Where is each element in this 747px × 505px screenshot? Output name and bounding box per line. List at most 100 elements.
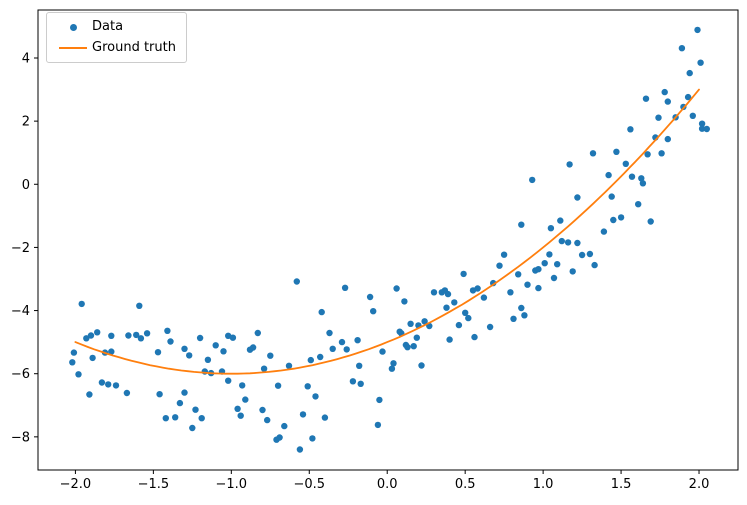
scatter-point [69,359,76,366]
scatter-point [388,365,396,372]
scatter-point [318,308,325,316]
scatter-point [379,348,386,355]
scatter-point [698,125,706,132]
scatter-point [276,434,283,441]
axes-frame [37,9,739,471]
x-tick-label: 0.5 [455,477,476,492]
scatter-point [86,391,93,398]
scatter-point [550,274,558,282]
scatter-point [430,289,438,296]
scatter-point [239,382,246,389]
scatter-point [480,294,488,301]
scatter-point [196,334,204,342]
scatter-point [661,88,668,96]
scatter-point [404,344,411,351]
x-tick-label: −0.5 [293,477,325,492]
data-marker-icon [69,23,77,31]
scatter-point [164,327,171,334]
y-tick-label: 4 [22,51,30,66]
scatter-point [285,362,293,369]
scatter-point [108,348,115,355]
scatter-point [299,411,307,418]
scatter-point [281,422,288,430]
scatter-point [341,284,349,291]
scatter-point [557,217,564,224]
scatter-point [259,406,266,414]
x-tick-label: −2.0 [60,477,92,492]
y-tick-label: −6 [11,367,30,382]
scatter-point [608,193,615,200]
scatter-point [304,383,311,390]
scatter-point [366,293,374,301]
scatter-point [418,362,425,369]
scatter-point [374,421,382,429]
scatter-point [554,261,561,268]
scatter-point [658,150,665,157]
scatter-point [172,414,179,421]
scatter-point [678,45,686,52]
scatter-point [108,332,115,339]
scatter-point [569,268,576,275]
scatter-point [254,329,261,337]
scatter-point [156,391,163,398]
scatter-point [220,348,227,355]
scatter-point [694,26,701,34]
scatter-point [309,435,316,442]
scatter-point [451,299,458,306]
scatter-point [343,346,350,353]
scatter-point [507,289,514,296]
scatter-point [617,214,625,221]
scatter-point [510,315,517,322]
scatter-point [329,345,336,352]
scatter-point [664,135,671,143]
scatter-point [94,329,101,336]
scatter-point [234,405,241,412]
scatter-point [75,371,82,378]
scatter-point [89,354,96,362]
scatter-point [486,323,494,331]
scatter-point [541,260,548,267]
scatter-point [421,318,428,325]
scatter-point [698,120,706,127]
scatter-point [192,406,199,413]
scatter-point [123,389,131,397]
scatter-point [647,218,654,225]
scatter-point [198,415,205,422]
legend-marker-cell [54,23,92,31]
y-tick-label: 2 [22,115,30,130]
x-tick-label: −1.5 [138,477,170,492]
scatter-point [574,239,581,247]
scatter-point [189,424,196,432]
scatter-point [393,285,400,292]
scatter-point [181,389,188,396]
scatter-point [664,98,671,105]
legend-label-ground-truth: Ground truth [92,40,176,55]
legend: Data Ground truth [46,12,187,63]
y-tick-label: −2 [11,241,30,256]
scatter-point [655,114,662,121]
scatter-point [225,377,232,384]
scatter-point [229,334,237,341]
scatter-point [574,194,581,201]
x-tick-label: −1.0 [216,477,248,492]
scatter-point [600,228,608,235]
legend-entry-ground-truth: Ground truth [54,39,176,57]
scatter-point [547,225,555,232]
scatter-point [697,59,704,66]
scatter-point [112,382,120,389]
scatter-point [524,281,531,288]
scatter-point [407,320,414,327]
scatter-point [465,314,472,322]
scatter-point [628,173,636,180]
scatter-point [105,381,112,388]
scatter-point [471,333,478,341]
scatter-point [186,352,193,359]
scatter-point [518,221,525,228]
scatter-point [644,151,651,158]
legend-label-data: Data [92,19,124,34]
scatter-point [167,338,174,345]
scatter-point [535,266,542,273]
scatter-point [410,343,417,350]
x-tick-label: 0.0 [377,477,398,492]
